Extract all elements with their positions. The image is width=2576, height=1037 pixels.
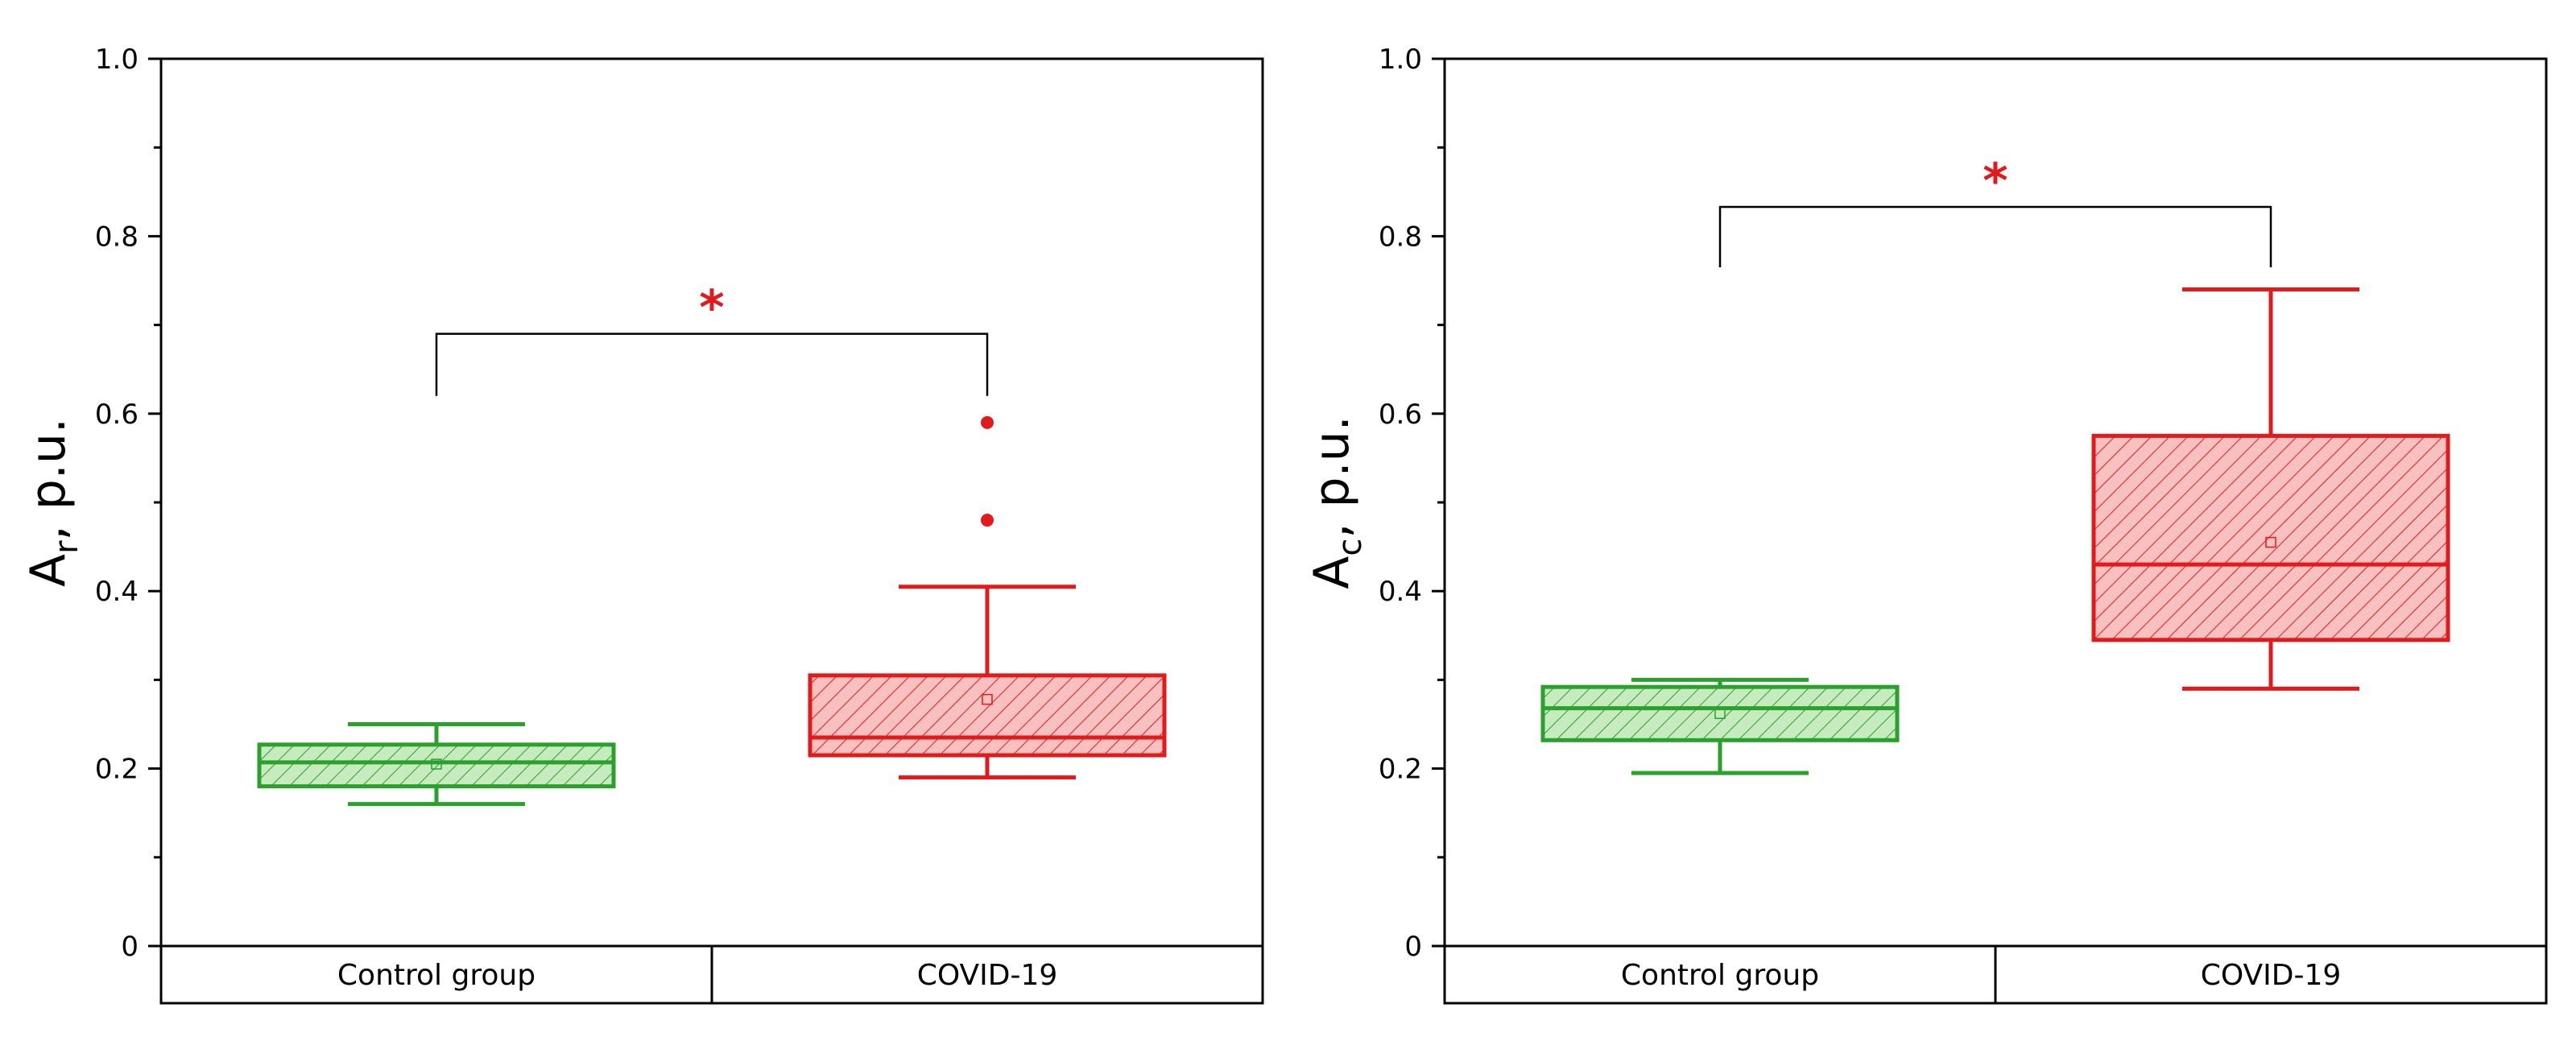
mean-marker	[2265, 536, 2276, 548]
box-iqr	[1540, 684, 1900, 742]
panel-ar: Control group COVID-19 0 0.2 0.4 0.6 0.8 1.0 Ar,…	[20, 43, 1264, 1005]
y-axis-label-subscript: c	[1332, 539, 1369, 556]
y-tick-label: 0.2	[1379, 754, 1422, 786]
panel-ac: Control group COVID-19 0 0.2 0.4 0.6 0.8 1.0 Ac,…	[1304, 43, 2548, 1005]
y-tick-label: 0.6	[95, 399, 139, 431]
category-label: COVID-19	[2201, 959, 2342, 992]
y-axis-label-unit: , p.u.	[20, 418, 76, 540]
y-tick-label: 0	[1404, 931, 1422, 963]
category-label: Control group	[337, 959, 535, 992]
y-axis-label-main: A	[1304, 556, 1360, 589]
significance-bracket	[435, 333, 989, 396]
y-tick-label: 0.6	[1379, 399, 1422, 431]
y-axis-label-main: A	[20, 554, 76, 587]
y-axis-label-unit: , p.u.	[1304, 415, 1360, 538]
mean-marker	[1714, 708, 1726, 720]
category-label: COVID-19	[917, 959, 1058, 992]
outlier-point	[981, 415, 994, 429]
y-tick-label: 0.8	[1379, 221, 1422, 253]
y-tick-label: 0.4	[1379, 576, 1422, 608]
significance-marker: *	[699, 280, 724, 337]
y-axis-label-subscript: r	[48, 540, 85, 554]
mean-marker	[431, 758, 442, 770]
y-tick-label: 0.4	[95, 576, 139, 608]
significance-marker: *	[1983, 153, 2007, 209]
outlier-point	[981, 514, 994, 527]
y-tick-label: 1.0	[95, 43, 139, 76]
box-iqr	[808, 673, 1167, 758]
significance-bracket	[1718, 205, 2272, 267]
mean-marker	[982, 693, 993, 705]
plot-frame	[159, 57, 1264, 948]
box-iqr	[257, 742, 616, 789]
y-tick-label: 0.8	[95, 221, 139, 253]
y-tick-label: 0.2	[95, 754, 139, 786]
y-axis-label: Ac, p.u.	[1304, 415, 1369, 589]
category-label: Control group	[1621, 959, 1819, 992]
y-axis-label: Ar, p.u.	[20, 418, 85, 587]
y-tick-label: 1.0	[1379, 43, 1422, 76]
y-tick-label: 0	[121, 931, 139, 963]
